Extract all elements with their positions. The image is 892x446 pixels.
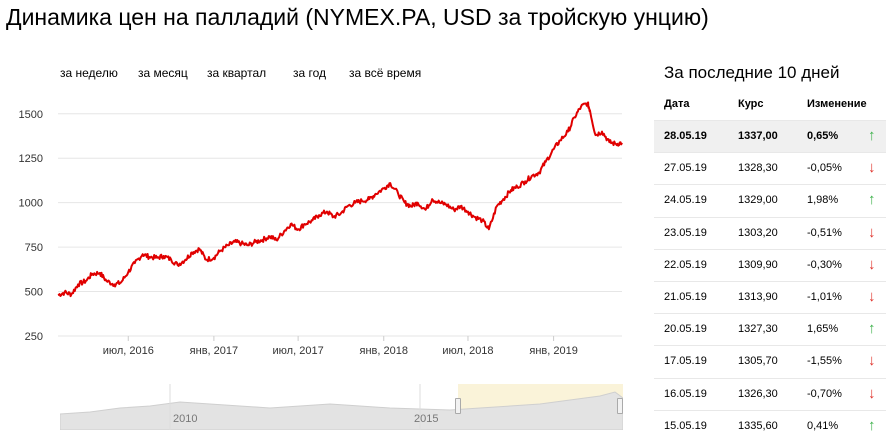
row-change: -1,01% xyxy=(807,290,842,303)
chart-grid xyxy=(58,113,622,337)
row-change: 0,65% xyxy=(807,130,839,142)
row-price: 1309,90 xyxy=(738,258,778,271)
row-date: 24.05.19 xyxy=(664,194,707,207)
navigator-label-2010: 2010 xyxy=(173,413,197,425)
table-row: 21.05.19 1313,90 -1,01% ↓ xyxy=(654,280,886,313)
table-body: 28.05.19 1337,00 0,65% ↑ 27.05.19 1328,30 -0,0… xyxy=(654,120,886,442)
table-row: 17.05.19 1305,70 -1,55% ↓ xyxy=(654,345,886,377)
row-change: 1,65% xyxy=(807,323,839,336)
table-row: 28.05.19 1337,00 0,65% ↑ xyxy=(654,120,886,153)
tab-all-time[interactable]: за всё время xyxy=(349,66,422,80)
table-row: 27.05.19 1328,30 -0,05% ↓ xyxy=(654,152,886,184)
row-change: -0,51% xyxy=(807,226,842,239)
row-change: -0,30% xyxy=(807,258,842,271)
row-price: 1327,30 xyxy=(738,323,778,336)
navigator-right-handle[interactable] xyxy=(617,398,623,414)
row-date: 22.05.19 xyxy=(664,258,707,271)
tab-year[interactable]: за год xyxy=(293,66,327,80)
arrow-up-icon: ↑ xyxy=(868,416,876,434)
arrow-up-icon: ↑ xyxy=(868,320,876,338)
y-tick-label: 250 xyxy=(25,331,43,343)
arrow-down-icon: ↓ xyxy=(868,287,876,305)
row-price: 1326,30 xyxy=(738,387,778,400)
row-price: 1337,00 xyxy=(738,130,778,142)
navigator-chart: 2010 2015 xyxy=(60,384,623,430)
y-tick-label: 750 xyxy=(25,242,43,254)
row-change: -0,70% xyxy=(807,387,842,400)
row-date: 17.05.19 xyxy=(664,355,707,368)
y-tick-label: 1500 xyxy=(19,109,43,121)
arrow-up-icon: ↑ xyxy=(868,191,876,209)
x-tick-label: янв, 2017 xyxy=(190,345,238,357)
x-axis-labels: июл, 2016 янв, 2017 июл, 2017 янв, 2018 июл,… xyxy=(103,336,578,357)
x-tick-label: июл, 2016 xyxy=(103,345,154,357)
page-title: Динамика цен на палладий (NYMEX.PA, USD … xyxy=(6,4,709,30)
price-series-line xyxy=(57,101,623,298)
x-tick-label: янв, 2019 xyxy=(529,345,577,357)
navigator-area xyxy=(60,391,623,430)
row-change: 0,41% xyxy=(807,419,839,432)
row-date: 15.05.19 xyxy=(664,419,707,432)
row-price: 1313,90 xyxy=(738,290,778,303)
navigator-left-handle[interactable] xyxy=(455,398,461,414)
row-price: 1329,00 xyxy=(738,194,778,207)
header-price: Курс xyxy=(738,98,764,110)
arrow-down-icon: ↓ xyxy=(868,384,876,402)
row-price: 1303,20 xyxy=(738,226,778,239)
x-tick-label: янв, 2018 xyxy=(360,345,408,357)
table-header: Дата Курс Изменение xyxy=(654,90,886,120)
y-tick-label: 1000 xyxy=(19,198,43,210)
table-title: За последние 10 дней xyxy=(664,63,840,82)
tab-quarter[interactable]: за квартал xyxy=(207,66,267,80)
price-chart[interactable]: 250 500 750 1000 1250 1500 июл, 2016 янв, 2017… xyxy=(0,88,630,368)
row-date: 23.05.19 xyxy=(664,226,707,239)
arrow-down-icon: ↓ xyxy=(868,352,876,370)
price-table: Дата Курс Изменение 28.05.19 1337,00 0,65%… xyxy=(654,90,886,442)
table-row: 16.05.19 1326,30 -0,70% ↓ xyxy=(654,377,886,410)
row-date: 21.05.19 xyxy=(664,290,707,303)
row-change: 1,98% xyxy=(807,194,839,207)
y-axis-labels: 250 500 750 1000 1250 1500 xyxy=(19,109,43,343)
row-change: -1,55% xyxy=(807,355,842,368)
table-row: 24.05.19 1329,00 1,98% ↑ xyxy=(654,184,886,216)
table-row: 23.05.19 1303,20 -0,51% ↓ xyxy=(654,216,886,249)
row-price: 1335,60 xyxy=(738,419,778,432)
header-change: Изменение xyxy=(807,98,867,110)
navigator-label-2015: 2015 xyxy=(414,413,438,425)
row-date: 16.05.19 xyxy=(664,387,707,400)
row-date: 20.05.19 xyxy=(664,323,707,336)
row-date: 28.05.19 xyxy=(664,130,707,142)
arrow-down-icon: ↓ xyxy=(868,223,876,241)
y-tick-label: 1250 xyxy=(19,153,43,165)
x-tick-label: июл, 2018 xyxy=(442,345,493,357)
arrow-down-icon: ↓ xyxy=(868,255,876,273)
arrow-up-icon: ↑ xyxy=(868,127,876,144)
tab-week[interactable]: за неделю xyxy=(60,66,118,80)
table-row: 22.05.19 1309,90 -0,30% ↓ xyxy=(654,248,886,281)
x-tick-label: июл, 2017 xyxy=(273,345,324,357)
row-change: -0,05% xyxy=(807,162,842,175)
row-price: 1305,70 xyxy=(738,355,778,368)
row-price: 1328,30 xyxy=(738,162,778,175)
row-date: 27.05.19 xyxy=(664,162,707,175)
header-date: Дата xyxy=(664,98,690,110)
y-tick-label: 500 xyxy=(25,287,43,299)
table-row: 15.05.19 1335,60 0,41% ↑ xyxy=(654,409,886,442)
tab-month[interactable]: за месяц xyxy=(138,66,188,80)
table-row: 20.05.19 1327,30 1,65% ↑ xyxy=(654,313,886,345)
range-navigator[interactable]: 2010 2015 xyxy=(60,384,623,430)
arrow-down-icon: ↓ xyxy=(868,159,876,177)
